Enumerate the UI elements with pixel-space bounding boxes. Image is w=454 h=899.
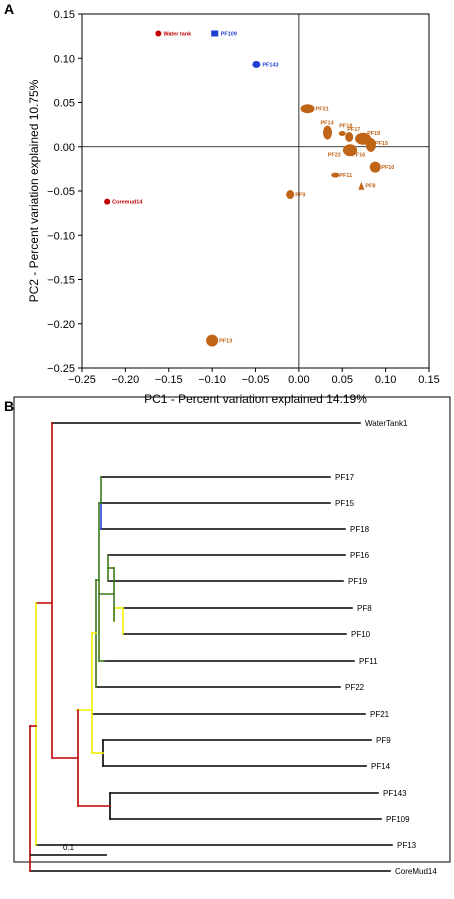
pca-x-tick-label: 0.00 <box>288 374 309 386</box>
pca-point-pf8-label: PF8 <box>365 184 375 190</box>
pca-point-pf18 <box>338 130 346 136</box>
pca-point-pf21-label: PF21 <box>316 107 329 113</box>
tree-leaf-label-pf11: PF11 <box>359 657 378 666</box>
pca-point-pf109-label: PF109 <box>221 31 237 37</box>
dendrogram-branches <box>29 422 393 872</box>
pca-point-pf16-label: PF16 <box>352 152 365 158</box>
pca-point-pf13-label: PF13 <box>219 339 232 345</box>
pca-point-pf109 <box>211 30 219 37</box>
tree-leaf-label-pf13: PF13 <box>397 841 417 850</box>
pca-point-pf143 <box>252 60 261 68</box>
pca-point-pf143-label: PF143 <box>262 62 278 68</box>
pca-y-tick-label: −0.15 <box>47 275 75 287</box>
pca-point-water-tank <box>155 30 162 37</box>
pca-point-pf13 <box>206 334 219 347</box>
pca-point-pf9-label: PF9 <box>295 193 305 199</box>
pca-x-tick-label: −0.15 <box>155 374 183 386</box>
panel-b-letter: B <box>4 398 14 414</box>
pca-point-coremud14-label: Coremud14 <box>112 200 143 206</box>
pca-y-tick-label: −0.25 <box>47 363 75 375</box>
pca-point-pf15 <box>365 137 376 152</box>
pca-point-pf14-label: PF14 <box>321 121 335 127</box>
pca-x-tick-label: 0.05 <box>332 374 353 386</box>
pca-point-water-tank-label: Water tank <box>163 31 192 37</box>
panel-b: B WaterTank1 PF17 PF15 PF18 PF16 PF19 PF8 PF10 P… <box>4 396 451 876</box>
scale-bar-label: 0.1 <box>63 843 75 852</box>
pca-point-pf18-label: PF18 <box>339 123 352 129</box>
pca-point-pf19-label: PF19 <box>367 131 380 137</box>
pca-point-pf14 <box>323 125 333 140</box>
pca-point-pf10 <box>369 161 381 173</box>
pca-point-pf22-label: PF22 <box>328 152 341 158</box>
tree-leaf-label-pf14: PF14 <box>371 762 391 771</box>
pca-y-tick-label: 0.00 <box>54 142 75 154</box>
pca-y-tick-label: −0.05 <box>47 186 75 198</box>
pca-point-pf10-label: PF10 <box>381 165 394 171</box>
pca-points: Water tank Coremud14 PF109 PF143 PF21 PF14 PF1… <box>104 30 394 347</box>
tree-leaf-label-pf22: PF22 <box>345 683 365 692</box>
pca-x-ticks: −0.25 −0.20 −0.15 −0.10 −0.05 0.00 0.05 0.10 0.1… <box>68 368 440 386</box>
pca-point-pf15-label: PF15 <box>375 141 388 147</box>
dendrogram-frame <box>13 396 451 863</box>
tree-leaf-label-pf10: PF10 <box>351 630 371 639</box>
tree-leaf-label-watertank1: WaterTank1 <box>365 419 408 428</box>
pca-x-tick-label: 0.10 <box>375 374 396 386</box>
pca-x-tick-label: 0.15 <box>418 374 439 386</box>
pca-y-tick-label: 0.05 <box>54 98 75 110</box>
pca-y-tick-label: 0.15 <box>54 9 75 21</box>
pca-x-tick-label: −0.25 <box>68 374 96 386</box>
pca-point-coremud14 <box>104 198 111 205</box>
pca-point-pf11-label: PF11 <box>339 173 352 179</box>
pca-point-pf21 <box>300 104 315 114</box>
pca-y-axis-title: PC2 - Percent variation explained 10.75% <box>27 79 41 302</box>
tree-leaf-label-coremud14: CoreMud14 <box>395 867 437 876</box>
tree-leaf-label-pf18: PF18 <box>350 525 370 534</box>
pca-point-pf16 <box>343 144 358 157</box>
dendrogram-leaf-labels: WaterTank1 PF17 PF15 PF18 PF16 PF19 PF8 PF10 PF1… <box>335 419 437 876</box>
pca-x-tick-label: −0.10 <box>198 374 226 386</box>
pca-x-tick-label: −0.05 <box>242 374 270 386</box>
pca-x-axis-title: PC1 - Percent variation explained 14.19% <box>144 392 367 406</box>
panel-a: A −0.25 −0.20 −0.15 −0.10 −0.05 0.00 0.05 0.10 0… <box>4 1 440 406</box>
pca-point-pf9 <box>286 190 295 200</box>
tree-leaf-label-pf109: PF109 <box>386 815 410 824</box>
tree-leaf-label-pf9: PF9 <box>376 736 391 745</box>
tree-leaf-label-pf16: PF16 <box>350 551 370 560</box>
pca-x-tick-label: −0.20 <box>111 374 139 386</box>
tree-leaf-label-pf8: PF8 <box>357 604 372 613</box>
pca-y-ticks: −0.25 −0.20 −0.15 −0.10 −0.05 0.00 0.05 0.10 0.1… <box>47 9 82 375</box>
pca-point-pf8 <box>358 181 365 190</box>
tree-leaf-label-pf21: PF21 <box>370 710 390 719</box>
pca-y-tick-label: 0.10 <box>54 53 75 65</box>
pca-point-pf17 <box>345 132 354 143</box>
tree-leaf-label-pf15: PF15 <box>335 499 355 508</box>
pca-point-pf17-label: PF17 <box>347 127 360 133</box>
tree-leaf-label-pf19: PF19 <box>348 577 368 586</box>
tree-leaf-label-pf17: PF17 <box>335 473 355 482</box>
pca-y-tick-label: −0.10 <box>47 230 75 242</box>
panel-a-letter: A <box>4 1 14 17</box>
pca-point-pf11 <box>331 172 340 178</box>
pca-y-tick-label: −0.20 <box>47 319 75 331</box>
tree-leaf-label-pf143: PF143 <box>383 789 407 798</box>
